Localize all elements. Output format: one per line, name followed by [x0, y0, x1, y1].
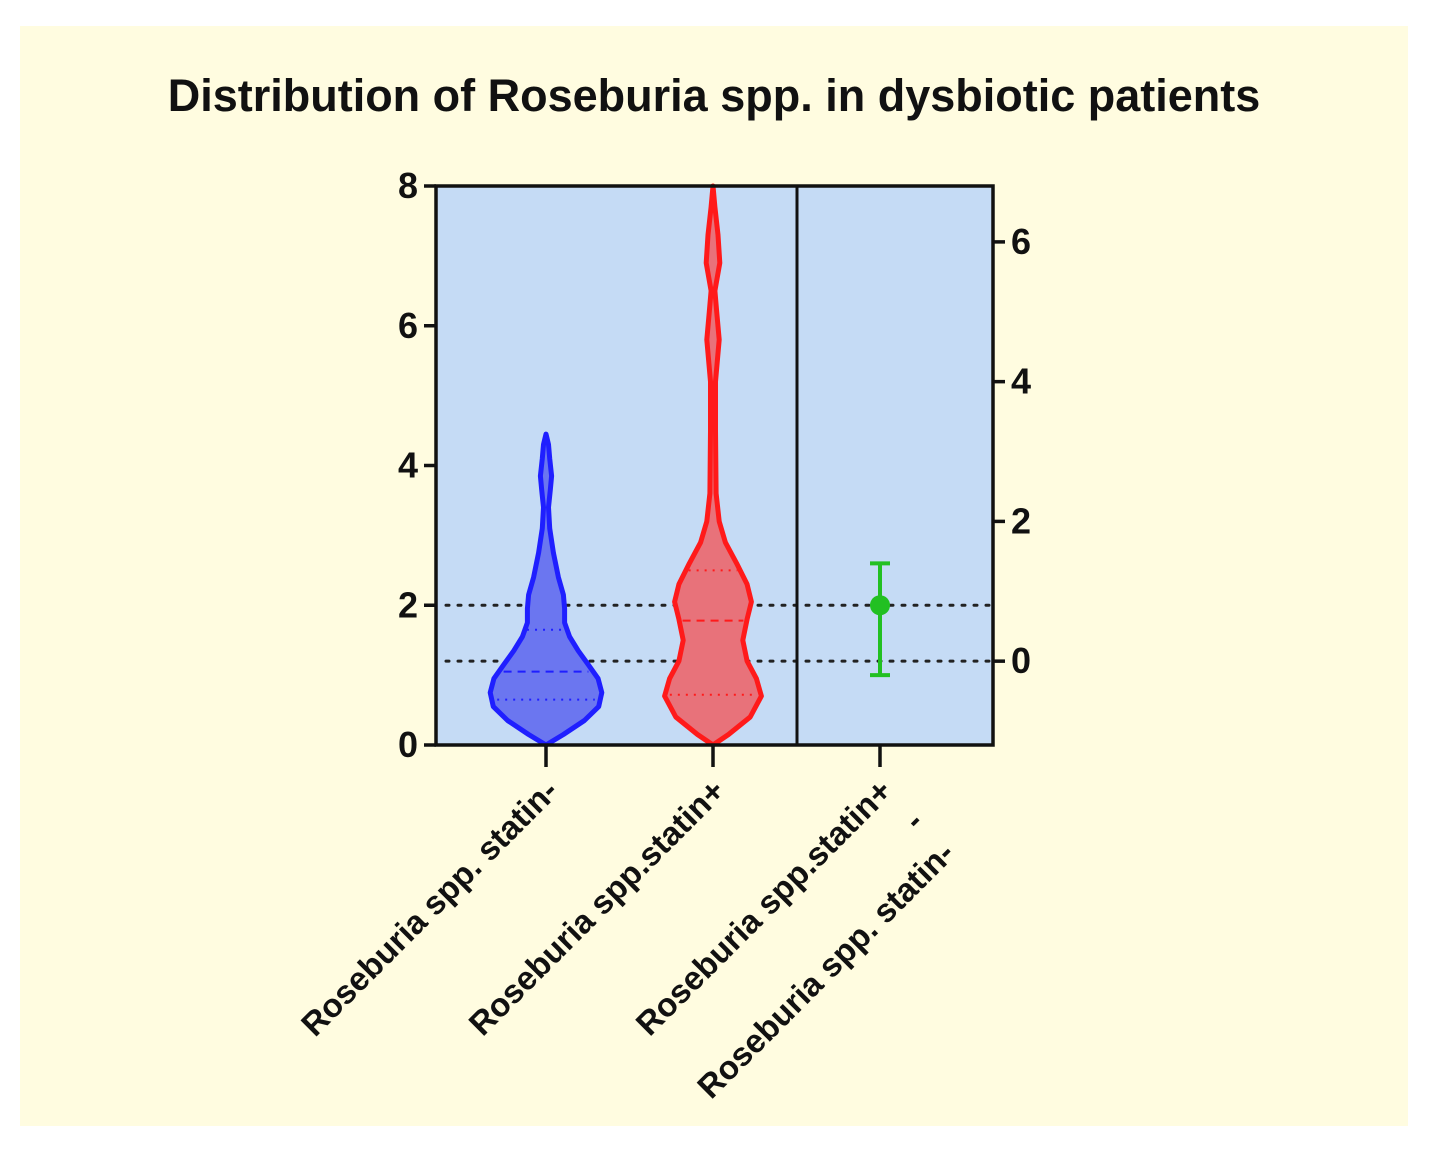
category-label-line: Roseburia spp. statin- [690, 834, 961, 1105]
left-tick-label: 6 [398, 305, 418, 346]
right-tick-label: 0 [1011, 640, 1031, 681]
difference-mean-point [870, 595, 890, 616]
category-label-line: - [896, 803, 930, 837]
right-tick-label: 4 [1011, 361, 1031, 402]
left-tick-label: 2 [398, 584, 418, 625]
left-tick-label: 8 [398, 165, 418, 206]
chart-title: Distribution of Roseburia spp. in dysbio… [167, 70, 1261, 121]
left-tick-label: 4 [398, 445, 418, 486]
left-tick-label: 0 [398, 724, 418, 765]
chart-panel: Distribution of Roseburia spp. in dysbio… [20, 26, 1408, 1126]
violin-1 [487, 431, 605, 748]
right-tick-label: 2 [1011, 500, 1031, 541]
right-tick-label: 6 [1011, 221, 1031, 262]
